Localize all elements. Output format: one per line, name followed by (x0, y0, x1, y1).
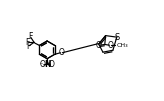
Text: S: S (114, 33, 120, 42)
Text: O: O (48, 60, 54, 69)
Text: O: O (40, 60, 46, 69)
Text: F: F (26, 42, 31, 51)
Text: O: O (58, 48, 64, 57)
Text: N: N (44, 60, 50, 69)
Text: O: O (96, 41, 102, 50)
Text: CH₃: CH₃ (117, 43, 128, 48)
Text: F: F (28, 32, 33, 41)
Text: +: + (46, 61, 51, 66)
Text: –: – (40, 62, 43, 67)
Text: F: F (26, 38, 30, 47)
Text: O: O (107, 41, 113, 50)
